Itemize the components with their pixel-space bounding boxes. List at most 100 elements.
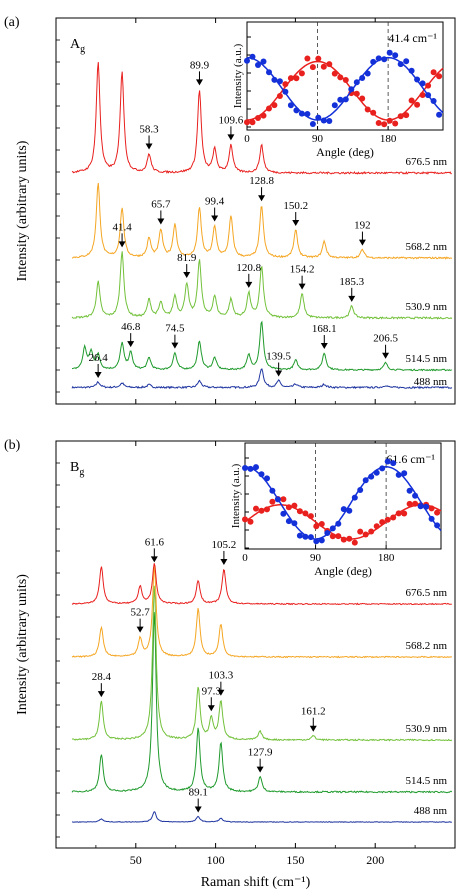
inset-data-point <box>266 105 272 112</box>
inset-data-point <box>381 121 388 128</box>
inset-data-point <box>276 78 283 85</box>
annotation-arrowhead <box>309 725 317 732</box>
inset-x-tick-label: 180 <box>380 133 397 145</box>
inset-data-point <box>253 464 259 471</box>
inset-data-point <box>379 519 386 526</box>
inset-data-point <box>384 458 391 465</box>
inset-data-point <box>271 102 278 109</box>
inset-data-point <box>335 520 342 527</box>
inset-data-point <box>258 471 265 478</box>
inset-data-point <box>436 111 443 118</box>
peak-annotation: 89.9 <box>190 59 210 71</box>
inset-data-point <box>309 64 316 71</box>
inset-data-point <box>247 465 254 472</box>
inset-data-point <box>269 498 276 505</box>
annotation-arrowhead <box>382 352 390 359</box>
inset-data-point <box>260 58 267 65</box>
inset-data-point <box>348 86 355 93</box>
inset-data-point <box>291 502 298 509</box>
inset-data-point <box>401 510 408 517</box>
annotation-arrowhead <box>348 295 356 302</box>
inset-data-point <box>266 69 272 76</box>
inset-x-tick-label: 0 <box>242 552 248 564</box>
inset-data-point <box>379 465 386 472</box>
inset-data-point <box>326 118 333 124</box>
inset-data-point <box>434 522 441 529</box>
inset-data-point <box>318 537 325 544</box>
inset-y-label: Intensity (a.u.) <box>232 43 244 108</box>
inset-data-point <box>408 67 415 74</box>
inset-data-point <box>375 55 382 62</box>
annotation-arrowhead <box>157 218 165 225</box>
inset-data-point <box>264 506 270 513</box>
panel-label: (b) <box>4 438 21 453</box>
panel-a: (a) Ag Intensity (arbitrary units) 488 nm 51… <box>4 15 456 405</box>
annotation-arrowhead <box>211 215 219 222</box>
inset-data-point <box>247 518 254 525</box>
inset-data-point <box>419 80 426 87</box>
inset-data-point <box>340 536 347 543</box>
inset-data-point <box>249 53 256 60</box>
inset-data-point <box>375 120 382 126</box>
inset-data-point <box>357 528 364 535</box>
inset-data-point <box>392 52 399 59</box>
annotation-arrowhead <box>298 283 306 290</box>
inset-data-point <box>425 92 432 99</box>
x-axis-label: Raman shift (cm⁻¹) <box>201 875 311 890</box>
y-axis-label: Intensity (arbitrary units) <box>15 574 30 715</box>
inset-data-point <box>406 500 413 507</box>
inset-data-point <box>293 107 300 114</box>
inset-data-point <box>269 487 276 494</box>
series-line-5682nm <box>71 566 453 659</box>
inset-data-point <box>428 505 435 512</box>
peak-annotation: 206.5 <box>373 333 398 345</box>
peak-annotation: 41.4 <box>112 221 132 233</box>
inset-data-point <box>255 62 261 68</box>
peak-annotation: 185.3 <box>339 276 364 288</box>
x-tick-label: 100 <box>207 853 225 867</box>
annotation-arrowhead <box>127 341 135 348</box>
inset-data-point <box>337 74 344 81</box>
inset-data-point <box>362 531 369 538</box>
inset-data-point <box>242 516 248 523</box>
peak-annotation: 105.2 <box>212 539 237 551</box>
inset-data-point <box>351 539 358 546</box>
annotation-arrowhead <box>195 79 203 86</box>
inset-data-point <box>313 523 320 530</box>
inset-data-point <box>276 93 283 99</box>
annotation-arrowhead <box>171 342 179 349</box>
inset-data-point <box>390 514 397 521</box>
inset-data-point <box>329 533 336 540</box>
inset-data-point <box>346 535 353 542</box>
y-axis-label: Intensity (arbitrary units) <box>15 140 30 281</box>
inset-data-point <box>436 73 443 80</box>
annotation-arrowhead <box>292 220 300 227</box>
peak-annotation: 139.5 <box>266 351 291 363</box>
inset-data-point <box>373 469 380 476</box>
peak-annotation: 150.2 <box>283 200 308 212</box>
inset-data-point <box>381 56 388 63</box>
peak-annotation: 74.5 <box>165 323 185 335</box>
annotation-arrowhead <box>320 343 328 350</box>
inset-data-point <box>395 471 402 478</box>
inset-data-point <box>307 513 314 520</box>
inset-data-point <box>335 533 342 540</box>
inset-data-point <box>403 112 410 119</box>
inset-data-point <box>285 518 292 525</box>
peak-annotation: 52.7 <box>130 607 150 619</box>
inset-x-tick-label: 180 <box>378 552 395 564</box>
inset-data-point <box>346 507 353 514</box>
series-line-488nm <box>71 368 453 390</box>
inset-data-point <box>244 57 250 64</box>
inset-data-point <box>309 121 316 127</box>
inset-data-point <box>364 70 371 77</box>
annotation-arrowhead <box>207 705 215 712</box>
inset-data-point <box>368 528 375 535</box>
series-line-5682nm <box>71 182 453 260</box>
inset-data-point <box>359 75 366 81</box>
peak-annotation: 109.6 <box>219 114 244 126</box>
mode-label: Bg <box>70 460 84 478</box>
inset-mode-label: 61.6 cm⁻¹ <box>386 452 435 466</box>
inset-data-point <box>390 460 397 467</box>
inset-frame <box>246 21 444 131</box>
